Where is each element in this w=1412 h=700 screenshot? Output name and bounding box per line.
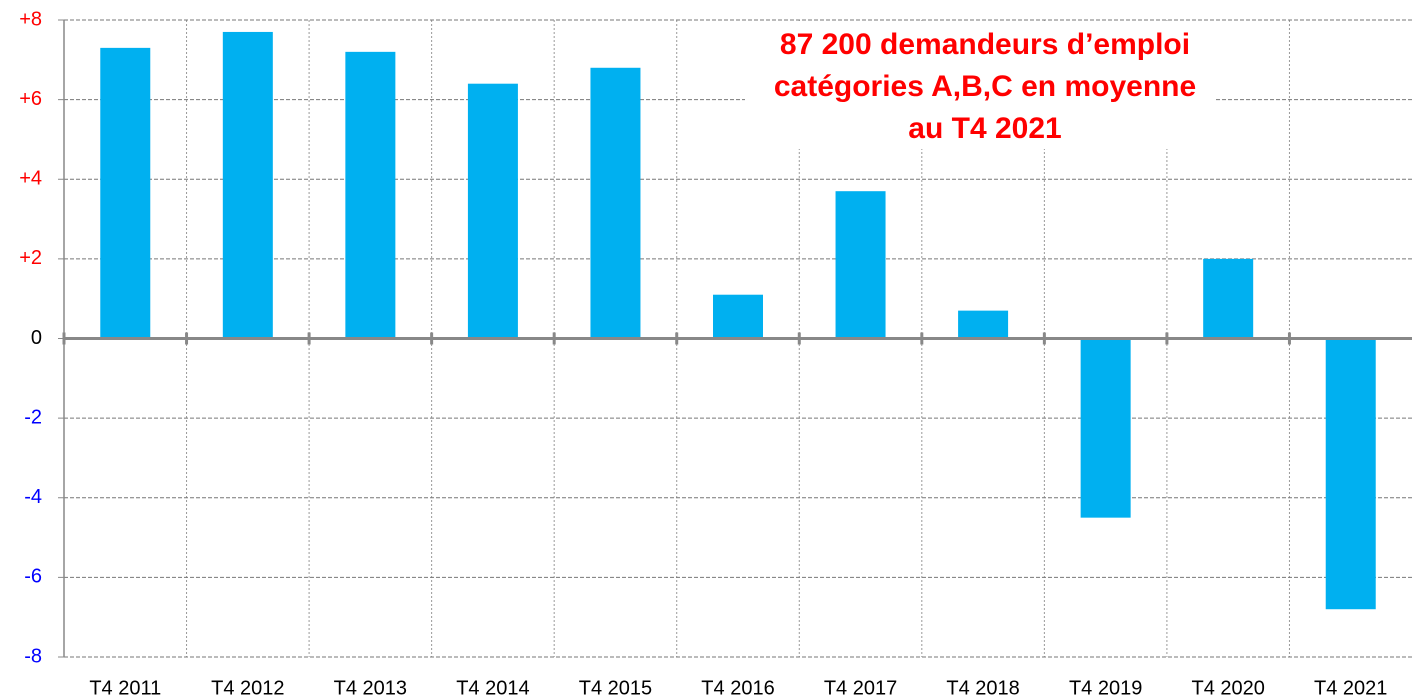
bar bbox=[345, 51, 396, 339]
x-tick-label: T4 2016 bbox=[701, 677, 774, 699]
bar bbox=[713, 294, 763, 339]
y-tick-label: +6 bbox=[19, 88, 42, 110]
y-tick-label: -4 bbox=[24, 486, 42, 508]
bar bbox=[222, 31, 273, 339]
bar bbox=[100, 47, 151, 339]
bar bbox=[1080, 338, 1131, 518]
x-tick-label: T4 2021 bbox=[1314, 677, 1387, 699]
x-tick-label: T4 2018 bbox=[946, 677, 1019, 699]
x-tick-label: T4 2020 bbox=[1191, 677, 1264, 699]
annotation: catégories A,B,C en moyenne bbox=[774, 70, 1196, 103]
annotation: au T4 2021 bbox=[908, 112, 1061, 145]
bar bbox=[1325, 338, 1376, 610]
y-tick-label: +4 bbox=[19, 168, 42, 190]
x-tick-label: T4 2014 bbox=[456, 677, 529, 699]
y-tick-label: -8 bbox=[24, 645, 42, 667]
bar bbox=[835, 191, 886, 339]
x-tick-label: T4 2019 bbox=[1069, 677, 1142, 699]
x-tick-label: T4 2015 bbox=[579, 677, 652, 699]
x-tick-label: T4 2017 bbox=[824, 677, 897, 699]
bar bbox=[590, 67, 641, 339]
y-tick-label: +8 bbox=[19, 8, 42, 30]
x-tick-label: T4 2012 bbox=[211, 677, 284, 699]
bar bbox=[958, 310, 1009, 339]
y-tick-label: 0 bbox=[31, 327, 42, 349]
y-tick-label: +2 bbox=[19, 247, 42, 269]
annotation: 87 200 demandeurs d’emploi bbox=[780, 28, 1190, 61]
x-tick-label: T4 2011 bbox=[89, 677, 161, 699]
bar bbox=[1203, 258, 1254, 339]
annotation-box bbox=[745, 21, 1215, 149]
x-tick-label: T4 2013 bbox=[334, 677, 407, 699]
y-tick-label: -6 bbox=[24, 566, 42, 588]
bar bbox=[467, 83, 518, 339]
y-tick-label: -2 bbox=[24, 406, 42, 428]
